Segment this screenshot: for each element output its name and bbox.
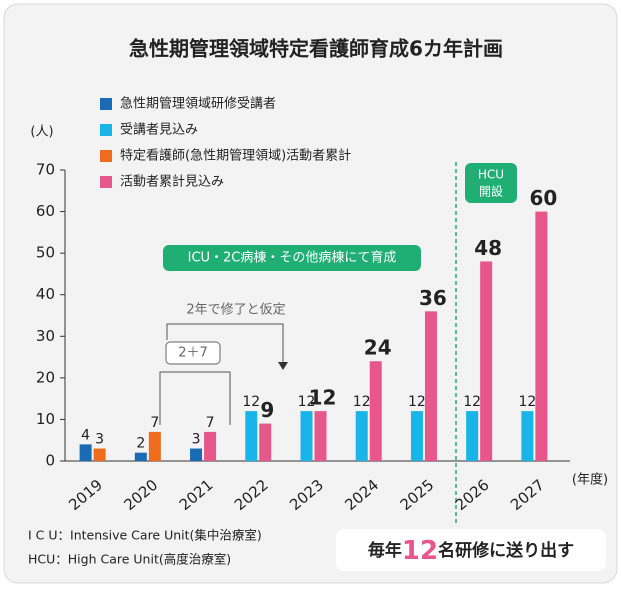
slogan-part: 名研修に送り出す bbox=[438, 540, 574, 561]
bar bbox=[521, 411, 534, 461]
sum-box bbox=[165, 341, 221, 365]
slogan-box bbox=[336, 529, 606, 571]
slogan-part: 毎年 bbox=[368, 540, 402, 561]
footnote: I C U：Intensive Care Unit(集中治療室) bbox=[28, 528, 262, 543]
bar bbox=[466, 411, 479, 461]
bar bbox=[300, 411, 313, 461]
bar bbox=[424, 311, 437, 461]
legend-swatch bbox=[100, 176, 112, 188]
bar bbox=[259, 423, 272, 461]
bar bbox=[204, 431, 217, 461]
legend-label: 受講者見込み bbox=[120, 122, 198, 138]
sum-text: 2＋7 bbox=[178, 346, 208, 361]
y-tick-label: 10 bbox=[36, 410, 55, 428]
data-label: 4 bbox=[81, 427, 90, 443]
data-label: 24 bbox=[364, 336, 392, 360]
data-label: 12 bbox=[309, 386, 337, 410]
hcu-text: HCU bbox=[478, 168, 504, 182]
bracket bbox=[159, 371, 231, 425]
data-label: 60 bbox=[529, 186, 557, 210]
y-tick-label: 30 bbox=[36, 327, 55, 345]
data-label: 7 bbox=[206, 415, 215, 431]
bar bbox=[480, 261, 493, 461]
y-tick-label: 20 bbox=[36, 368, 55, 386]
chart-title: 急性期管理領域特定看護師育成6カ年計画 bbox=[129, 37, 503, 61]
bar bbox=[369, 361, 382, 461]
data-label: 9 bbox=[260, 398, 274, 422]
data-label: 12 bbox=[298, 394, 316, 410]
bar bbox=[535, 211, 548, 461]
legend-swatch bbox=[100, 124, 112, 136]
slogan: 毎年12名研修に送り出す bbox=[368, 536, 574, 566]
training-text: ICU・2C病棟・その他病棟にて育成 bbox=[188, 250, 397, 266]
slogan-number: 12 bbox=[402, 536, 438, 566]
y-tick-label: 40 bbox=[36, 285, 55, 303]
bar bbox=[134, 452, 147, 461]
legend-swatch bbox=[100, 98, 112, 110]
data-label: 12 bbox=[518, 394, 536, 410]
data-label: 12 bbox=[463, 394, 481, 410]
bar bbox=[190, 448, 203, 461]
y-tick-label: 60 bbox=[36, 202, 55, 220]
y-tick-label: 0 bbox=[45, 452, 55, 470]
assumption-line bbox=[166, 323, 284, 364]
legend-label: 活動者累計見込み bbox=[120, 174, 224, 190]
y-tick-label: 70 bbox=[36, 161, 55, 179]
bar bbox=[410, 411, 423, 461]
assumption-text: 2年で修了と仮定 bbox=[186, 303, 285, 318]
arrow-head bbox=[278, 362, 288, 370]
data-label: 12 bbox=[353, 394, 371, 410]
data-label: 3 bbox=[95, 432, 104, 448]
bar bbox=[148, 431, 161, 461]
training-box bbox=[163, 245, 421, 271]
legend-swatch bbox=[100, 150, 112, 162]
hcu-text: 開設 bbox=[479, 184, 503, 199]
legend-label: 特定看護師(急性期管理領域)活動者累計 bbox=[120, 148, 351, 164]
y-axis-label: (人) bbox=[30, 125, 53, 140]
bar bbox=[93, 448, 106, 461]
data-label: 48 bbox=[474, 236, 502, 260]
data-label: 12 bbox=[408, 394, 426, 410]
data-label: 3 bbox=[192, 432, 201, 448]
bar bbox=[79, 444, 92, 461]
bar bbox=[245, 411, 258, 461]
footnote: HCU：High Care Unit(高度治療室) bbox=[28, 552, 231, 567]
data-label: 2 bbox=[136, 436, 145, 452]
x-axis-label: (年度) bbox=[572, 472, 608, 488]
y-tick-label: 50 bbox=[36, 244, 55, 262]
hcu-box bbox=[465, 163, 517, 203]
legend-label: 急性期管理領域研修受講者 bbox=[120, 96, 276, 112]
data-label: 7 bbox=[150, 415, 159, 431]
data-label: 36 bbox=[419, 286, 447, 310]
bar bbox=[355, 411, 368, 461]
bar bbox=[314, 411, 327, 461]
data-label: 12 bbox=[242, 394, 260, 410]
